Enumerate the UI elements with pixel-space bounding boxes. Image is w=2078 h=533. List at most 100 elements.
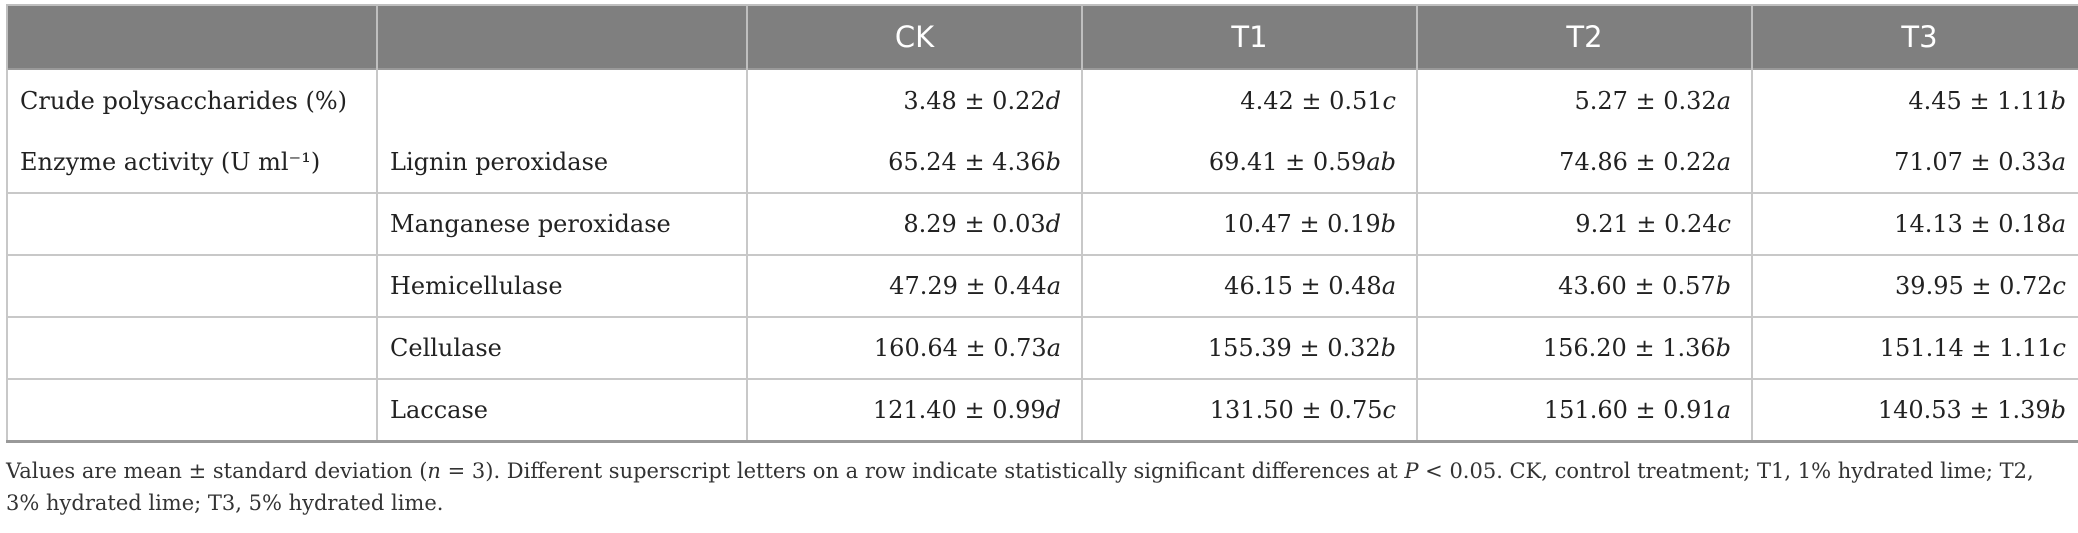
value-cell: 3.48 ± 0.22d [746, 68, 1082, 132]
table-body: Crude polysaccharides (%) 3.48 ± 0.22d 4.4… [6, 68, 2078, 443]
value-text: 140.53 ± 1.39 [1877, 396, 2051, 424]
row-sublabel: Cellulase [376, 316, 747, 379]
table-footnote: Values are mean ± standard deviation (n … [6, 455, 2066, 519]
value-text: 156.20 ± 1.36 [1542, 334, 1716, 362]
significance-letter: d [1045, 210, 1061, 238]
value-cell: 39.95 ± 0.72c [1751, 254, 2078, 317]
significance-letter: b [2050, 87, 2066, 115]
value-cell: 160.64 ± 0.73a [746, 316, 1082, 379]
row-sublabel: Laccase [376, 378, 747, 443]
row-label [6, 254, 377, 317]
table-row: Enzyme activity (U ml⁻¹) Lignin peroxidas… [6, 132, 2078, 193]
header-cell-t1: T1 [1081, 4, 1417, 69]
value-cell: 9.21 ± 0.24c [1416, 192, 1752, 255]
value-cell: 71.07 ± 0.33a [1751, 132, 2078, 193]
data-table: CK T1 T2 T3 Crude polysaccharides (%) 3.4… [6, 4, 2078, 443]
value-text: 4.45 ± 1.11 [1908, 87, 2051, 115]
header-cell-blank-1 [6, 4, 377, 69]
value-text: 46.15 ± 0.48 [1224, 272, 1382, 300]
significance-letter: b [1045, 148, 1061, 176]
row-sublabel [376, 68, 747, 132]
header-cell-t2: T2 [1416, 4, 1752, 69]
footnote-line-1: Values are mean ± standard deviation (n … [6, 459, 2034, 483]
value-text: 151.60 ± 0.91 [1543, 396, 1717, 424]
significance-letter: b [1715, 272, 1731, 300]
value-cell: 14.13 ± 0.18a [1751, 192, 2078, 255]
significance-letter: a [1381, 272, 1396, 300]
table-header: CK T1 T2 T3 [6, 4, 2078, 69]
row-label [6, 378, 377, 443]
value-text: 131.50 ± 0.75 [1209, 396, 1383, 424]
value-cell: 140.53 ± 1.39b [1751, 378, 2078, 443]
italic-symbol: n [427, 459, 441, 483]
value-text: 8.29 ± 0.03 [903, 210, 1046, 238]
significance-letter: d [1045, 87, 1061, 115]
value-text: 47.29 ± 0.44 [889, 272, 1047, 300]
table-row: Crude polysaccharides (%) 3.48 ± 0.22d 4.4… [6, 68, 2078, 132]
significance-letter: a [1716, 148, 1731, 176]
significance-letter: b [2050, 396, 2066, 424]
significance-letter: a [1046, 334, 1061, 362]
significance-letter: c [2052, 272, 2066, 300]
significance-letter: c [1382, 396, 1396, 424]
table-row: Manganese peroxidase 8.29 ± 0.03d 10.47 ± … [6, 192, 2078, 255]
significance-letter: c [1717, 210, 1731, 238]
footnote-line-2: 3% hydrated lime; T3, 5% hydrated lime. [6, 491, 444, 515]
value-cell: 4.42 ± 0.51c [1081, 68, 1417, 132]
value-text: 121.40 ± 0.99 [872, 396, 1046, 424]
value-text: 14.13 ± 0.18 [1894, 210, 2052, 238]
value-cell: 47.29 ± 0.44a [746, 254, 1082, 317]
row-sublabel: Hemicellulase [376, 254, 747, 317]
significance-letter: c [1382, 87, 1396, 115]
value-text: 160.64 ± 0.73 [873, 334, 1047, 362]
significance-letter: a [1716, 396, 1731, 424]
value-text: 69.41 ± 0.59 [1208, 148, 1367, 176]
significance-letter: a [1046, 272, 1061, 300]
value-text: 9.21 ± 0.24 [1575, 210, 1718, 238]
value-cell: 155.39 ± 0.32b [1081, 316, 1417, 379]
header-cell-blank-2 [376, 4, 747, 69]
italic-symbol: P [1404, 459, 1419, 483]
value-text: 5.27 ± 0.32 [1574, 87, 1717, 115]
value-text: 71.07 ± 0.33 [1894, 148, 2052, 176]
significance-letter: a [2051, 210, 2066, 238]
significance-letter: c [2052, 334, 2066, 362]
table-row: Laccase 121.40 ± 0.99d 131.50 ± 0.75c 151.6… [6, 378, 2078, 443]
significance-letter: b [1715, 334, 1731, 362]
value-cell: 43.60 ± 0.57b [1416, 254, 1752, 317]
value-text: 155.39 ± 0.32 [1207, 334, 1381, 362]
value-text: 3.48 ± 0.22 [903, 87, 1046, 115]
table-row: Cellulase 160.64 ± 0.73a 155.39 ± 0.32b 156… [6, 316, 2078, 379]
header-row: CK T1 T2 T3 [6, 4, 2078, 69]
row-sublabel: Lignin peroxidase [376, 132, 747, 193]
value-text: 43.60 ± 0.57 [1558, 272, 1716, 300]
value-cell: 151.14 ± 1.11c [1751, 316, 2078, 379]
value-cell: 69.41 ± 0.59ab [1081, 132, 1417, 193]
significance-letter: b [1380, 334, 1396, 362]
significance-letter: a [2051, 148, 2066, 176]
value-cell: 151.60 ± 0.91a [1416, 378, 1752, 443]
value-text: 74.86 ± 0.22 [1559, 148, 1717, 176]
value-text: 39.95 ± 0.72 [1895, 272, 2053, 300]
row-label: Crude polysaccharides (%) [6, 68, 377, 132]
value-cell: 121.40 ± 0.99d [746, 378, 1082, 443]
value-cell: 8.29 ± 0.03d [746, 192, 1082, 255]
value-cell: 10.47 ± 0.19b [1081, 192, 1417, 255]
value-text: 151.14 ± 1.11 [1879, 334, 2053, 362]
row-label: Enzyme activity (U ml⁻¹) [6, 132, 377, 193]
significance-letter: d [1045, 396, 1061, 424]
value-text: 65.24 ± 4.36 [888, 148, 1046, 176]
value-cell: 4.45 ± 1.11b [1751, 68, 2078, 132]
row-sublabel: Manganese peroxidase [376, 192, 747, 255]
value-cell: 156.20 ± 1.36b [1416, 316, 1752, 379]
value-text: 4.42 ± 0.51 [1240, 87, 1383, 115]
row-label [6, 192, 377, 255]
value-cell: 46.15 ± 0.48a [1081, 254, 1417, 317]
value-cell: 74.86 ± 0.22a [1416, 132, 1752, 193]
value-cell: 65.24 ± 4.36b [746, 132, 1082, 193]
value-cell: 5.27 ± 0.32a [1416, 68, 1752, 132]
header-cell-t3: T3 [1751, 4, 2078, 69]
value-cell: 131.50 ± 0.75c [1081, 378, 1417, 443]
row-label [6, 316, 377, 379]
header-cell-ck: CK [746, 4, 1082, 69]
